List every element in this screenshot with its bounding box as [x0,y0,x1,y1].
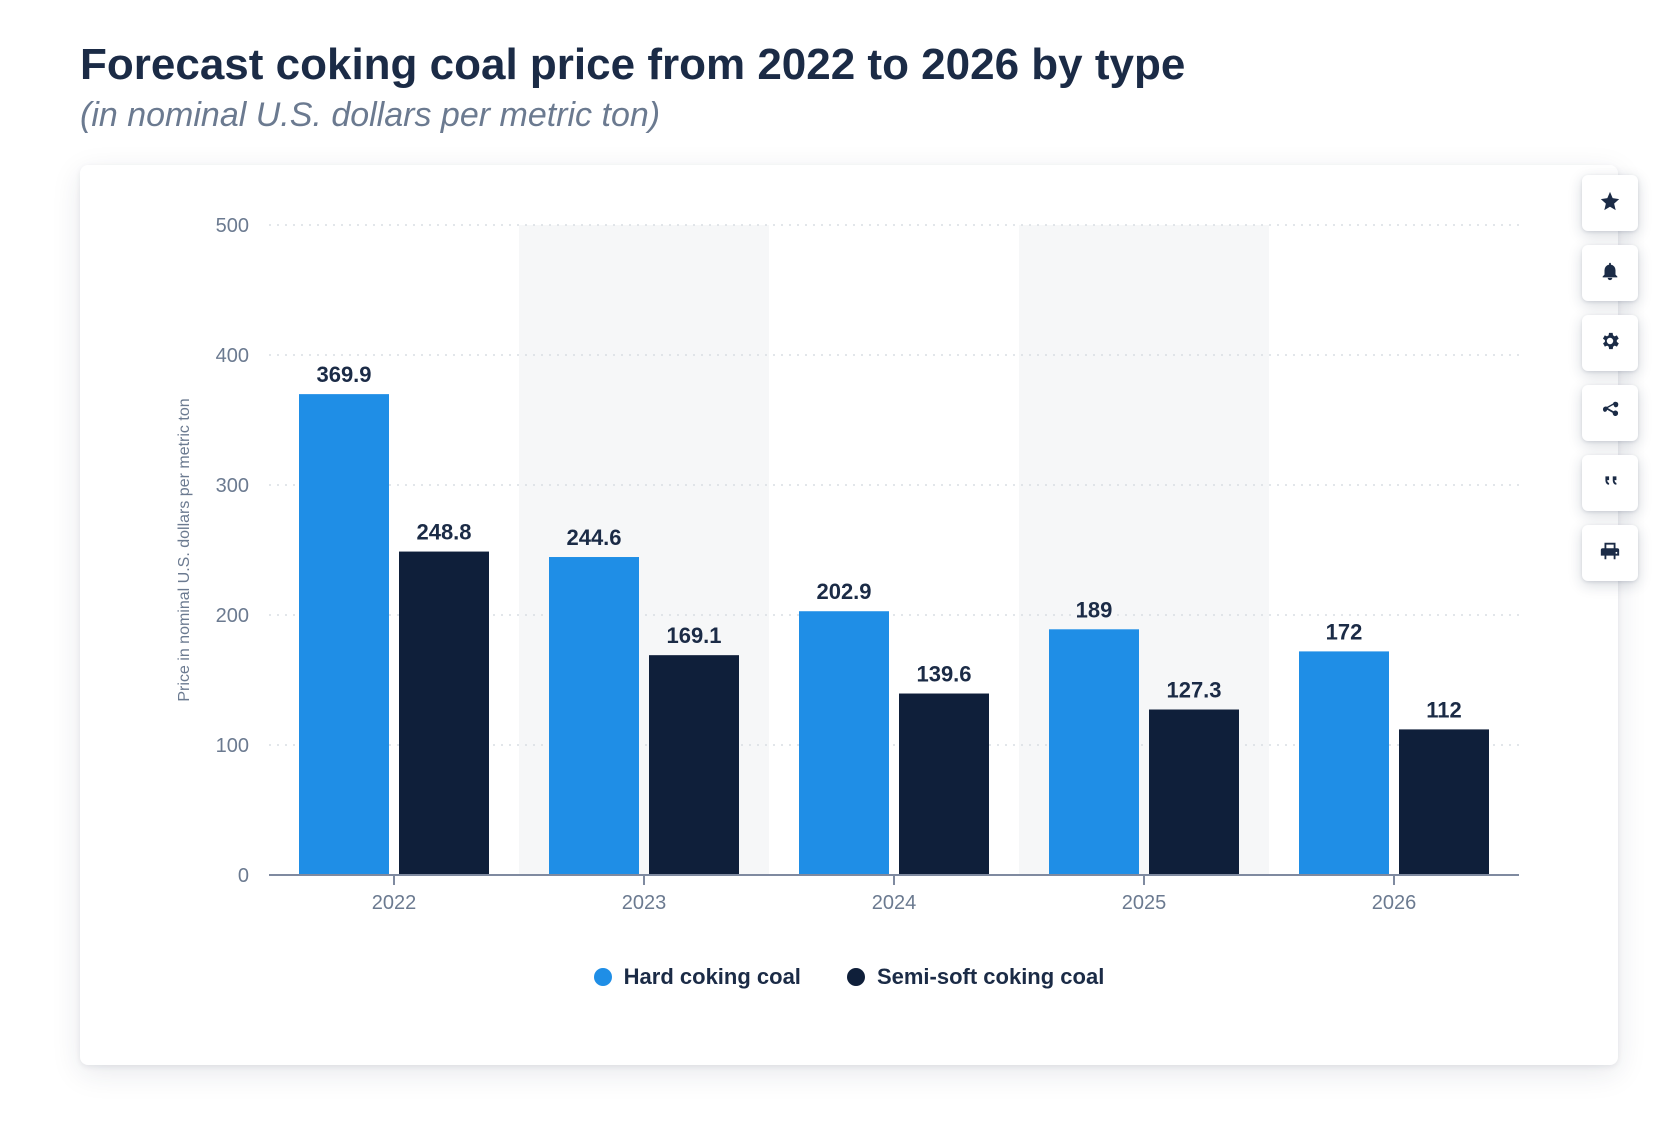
bar[interactable] [799,611,889,875]
x-tick-label: 2025 [1122,892,1167,914]
legend-label: Hard coking coal [624,964,801,990]
bar-value-label: 127.3 [1166,678,1221,703]
page-title: Forecast coking coal price from 2022 to … [80,40,1618,90]
y-tick-label: 400 [216,345,249,367]
alert-button[interactable] [1582,245,1638,301]
y-tick-label: 300 [216,475,249,497]
bar[interactable] [1299,651,1389,875]
quote-icon [1599,470,1621,497]
bar[interactable] [299,394,389,875]
cite-button[interactable] [1582,455,1638,511]
x-tick-label: 2023 [622,892,667,914]
bar-value-label: 202.9 [816,579,871,604]
bar[interactable] [549,557,639,875]
share-icon [1599,400,1621,427]
legend-swatch [594,968,612,986]
chart-wrap: 0 100 200 300 400 500 Price in nominal U.S. do… [110,195,1588,1035]
bar-value-label: 112 [1426,697,1462,722]
settings-button[interactable] [1582,315,1638,371]
bar[interactable] [649,655,739,875]
legend-item[interactable]: Hard coking coal [594,964,801,990]
bar[interactable] [1399,729,1489,875]
bell-icon [1599,260,1621,287]
bar-value-label: 139.6 [916,662,971,687]
bar[interactable] [899,694,989,875]
bar[interactable] [1049,629,1139,875]
share-button[interactable] [1582,385,1638,441]
bar-value-label: 189 [1076,597,1113,622]
page-subtitle: (in nominal U.S. dollars per metric ton) [80,96,1618,135]
bar-value-label: 172 [1326,619,1363,644]
y-tick-label: 100 [216,735,249,757]
chart-legend: Hard coking coal Semi-soft coking coal [110,964,1588,990]
star-button[interactable] [1582,175,1638,231]
chart-toolbar [1582,175,1638,581]
legend-item[interactable]: Semi-soft coking coal [847,964,1104,990]
y-axis-title: Price in nominal U.S. dollars per metric… [176,398,193,701]
bar-value-label: 169.1 [666,623,721,648]
gear-icon [1599,330,1621,357]
bar-value-label: 369.9 [316,362,371,387]
bar-value-label: 244.6 [566,525,621,550]
chart-svg: 0 100 200 300 400 500 Price in nominal U.S. do… [110,195,1588,955]
legend-label: Semi-soft coking coal [877,964,1104,990]
y-tick-label: 0 [238,865,249,887]
x-tick-label: 2024 [872,892,917,914]
x-tick-label: 2026 [1372,892,1417,914]
star-icon [1599,190,1621,217]
bar[interactable] [399,552,489,875]
page: Forecast coking coal price from 2022 to … [0,0,1678,1134]
bar-value-label: 248.8 [416,520,471,545]
legend-swatch [847,968,865,986]
y-tick-label: 200 [216,605,249,627]
chart-card: 0 100 200 300 400 500 Price in nominal U.S. do… [80,165,1618,1065]
print-button[interactable] [1582,525,1638,581]
y-tick-label: 500 [216,215,249,237]
x-tick-label: 2022 [372,892,417,914]
print-icon [1599,540,1621,567]
bar[interactable] [1149,710,1239,875]
